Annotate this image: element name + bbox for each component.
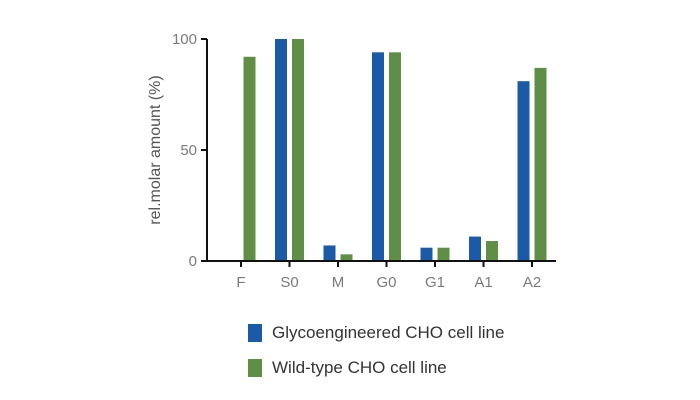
x-tick-label-s0: S0	[280, 274, 298, 291]
bar-s0-series-1	[292, 39, 304, 261]
bar-m-series-0	[323, 245, 336, 261]
legend-swatch-glycoengineered	[248, 324, 262, 342]
bar-g1-series-0	[420, 247, 433, 261]
x-tick-label-g0: G0	[376, 274, 396, 291]
bar-s0-series-0	[275, 39, 287, 261]
bar-f-series-1	[243, 56, 256, 262]
x-tick-label-m: M	[332, 274, 345, 291]
axes-group: 0 50 100 F S0 M G0 G1 A1 A2	[172, 31, 556, 291]
bar-a2-series-0	[517, 81, 530, 262]
bar-g0-series-0	[372, 52, 384, 261]
bar-m-series-1	[340, 254, 353, 261]
bars-group	[243, 39, 547, 262]
legend: Glycoengineered CHO cell line Wild-type …	[248, 318, 504, 388]
bar-g1-series-1	[437, 247, 450, 261]
x-tick-label-a2: A2	[523, 274, 541, 291]
y-tick-label-0: 0	[189, 253, 197, 270]
y-tick-label-100: 100	[172, 31, 197, 48]
legend-item-wild-type: Wild-type CHO cell line	[248, 353, 504, 383]
legend-item-glycoengineered: Glycoengineered CHO cell line	[248, 318, 504, 348]
legend-label-wild-type: Wild-type CHO cell line	[272, 358, 447, 377]
bar-a1-series-0	[469, 236, 481, 261]
y-axis-label: rel.molar amount (%)	[147, 75, 164, 224]
x-tick-label-f: F	[236, 274, 245, 291]
bar-a2-series-1	[534, 67, 547, 261]
legend-swatch-wild-type	[248, 359, 262, 377]
y-tick-label-50: 50	[180, 142, 197, 159]
bar-a1-series-1	[486, 241, 498, 261]
bar-g0-series-1	[389, 52, 401, 261]
x-tick-label-g1: G1	[425, 274, 445, 291]
x-tick-label-a1: A1	[474, 274, 492, 291]
legend-label-glycoengineered: Glycoengineered CHO cell line	[272, 323, 505, 342]
